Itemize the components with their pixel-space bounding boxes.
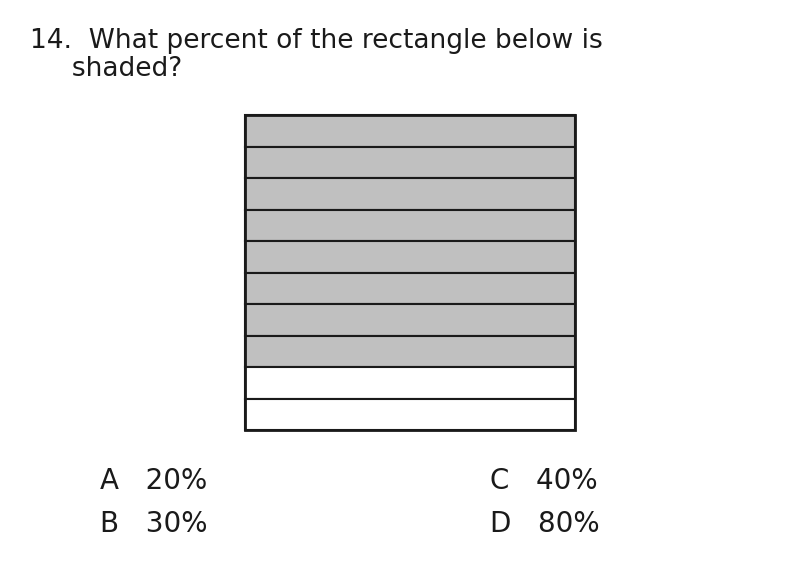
Text: shaded?: shaded? [30,56,182,81]
Text: A   20%: A 20% [100,467,207,495]
Bar [245,335,575,367]
Text: C   40%: C 40% [490,467,598,495]
Text: D   80%: D 80% [490,510,600,538]
Text: 14.  What percent of the rectangle below is: 14. What percent of the rectangle below … [30,28,602,54]
Bar [245,146,575,178]
Bar [245,115,575,146]
Bar [245,115,575,430]
Bar [245,304,575,335]
Bar [245,241,575,273]
Bar [245,178,575,209]
Bar [245,209,575,241]
Bar [245,398,575,430]
Bar [245,273,575,304]
Text: B   30%: B 30% [100,510,207,538]
Bar [245,367,575,398]
